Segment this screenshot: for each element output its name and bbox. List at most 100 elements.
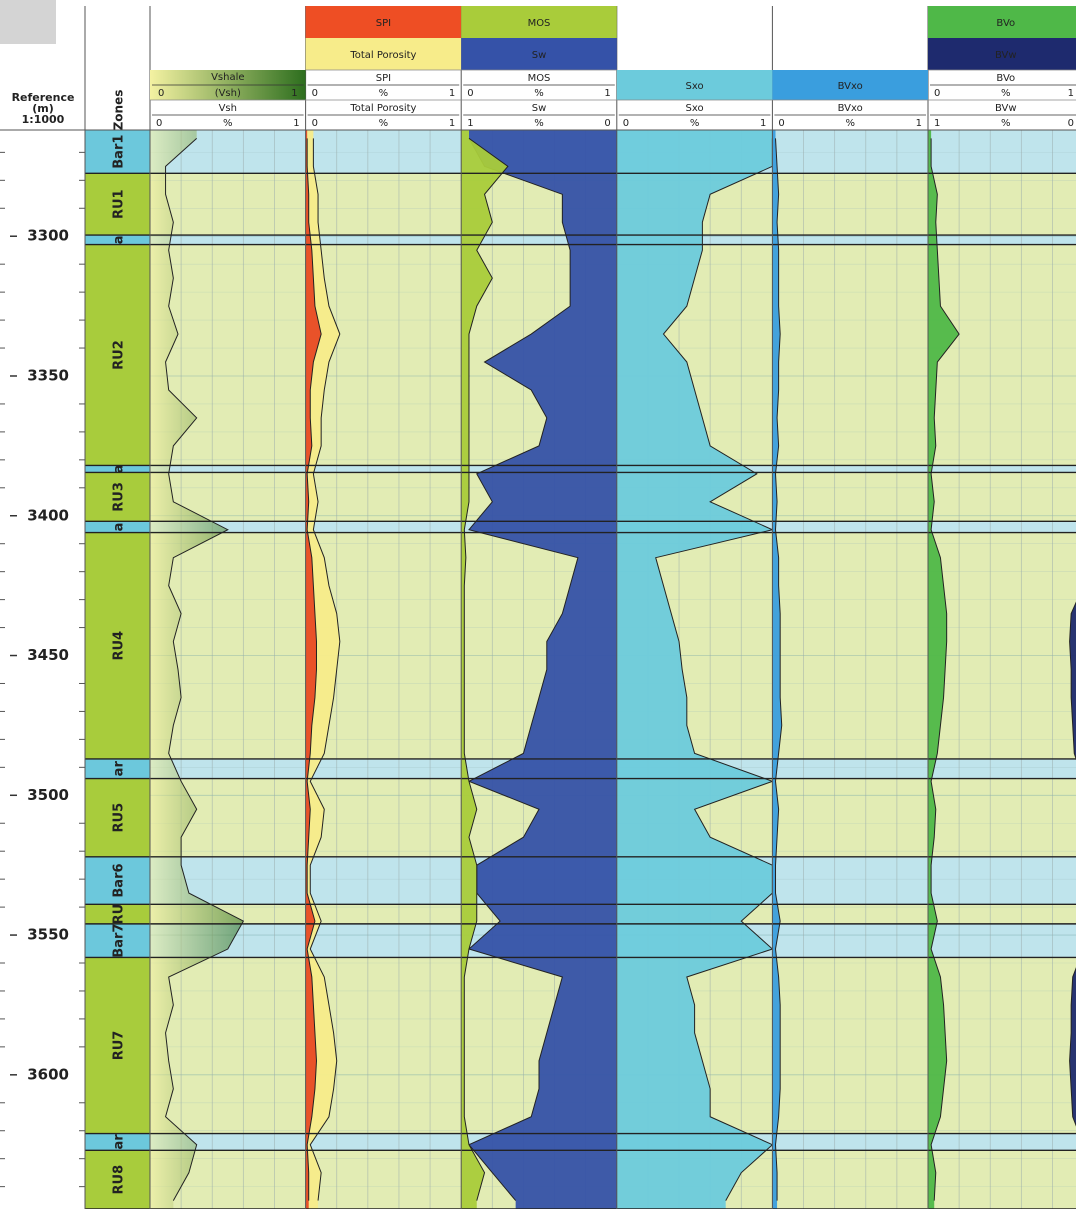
zone-label-clip: RU7	[112, 1031, 127, 1061]
curve-fill	[305, 130, 340, 1209]
zone-cell	[85, 235, 150, 245]
scale-left: 0	[467, 88, 473, 99]
zone-cell	[85, 521, 150, 533]
zone-cell	[85, 1150, 150, 1209]
legend-box	[928, 38, 1076, 70]
curve-line	[309, 138, 341, 1201]
corner-box	[0, 0, 56, 44]
zone-label: RU8	[112, 1165, 127, 1195]
zone-label: RU7	[112, 1031, 127, 1061]
zone-label-clip: Bar6	[112, 863, 127, 897]
scale-right: 1	[760, 118, 766, 129]
zone-label-clip: a	[112, 235, 127, 244]
zone-label: ar	[112, 1134, 127, 1150]
zone-label: RU3	[112, 482, 127, 512]
scale-name: Sxo	[686, 103, 704, 114]
legend-box	[928, 6, 1076, 38]
zone-cell	[85, 856, 150, 905]
depth-label: 3600	[27, 1065, 69, 1083]
scale-unit: %	[1001, 88, 1011, 99]
scale-name: BVo	[996, 73, 1015, 84]
zone-label-clip: Bar7	[112, 924, 127, 958]
legend-scale: (Vsh)	[215, 88, 241, 99]
zone-label: a	[112, 235, 127, 244]
zone-cell	[85, 173, 150, 236]
curve-fill	[772, 130, 782, 1209]
scale-unit: %	[1001, 118, 1011, 129]
zone-label-clip: RU8	[112, 1165, 127, 1195]
scale-left: 0	[312, 88, 318, 99]
zone-label: Bar7	[112, 924, 127, 958]
zone-label-clip: Bar1	[112, 135, 127, 169]
zone-label-clip: RU	[112, 904, 127, 925]
zone-label-clip: ar	[112, 761, 127, 777]
legend-label: SPI	[376, 18, 391, 29]
zone-cell	[85, 923, 150, 958]
zone-cell	[85, 957, 150, 1134]
scale-unit: %	[690, 118, 700, 129]
scale-unit: %	[534, 88, 544, 99]
zone-label-clip: RU4	[112, 631, 127, 661]
legend-label: Vshale	[211, 72, 244, 83]
scale-left: 0	[934, 88, 940, 99]
scale-left: 1	[934, 118, 940, 129]
scale-unit: %	[379, 118, 389, 129]
legend-box	[461, 6, 617, 38]
legend-label: BVo	[996, 18, 1015, 29]
zone-label: a	[112, 465, 127, 474]
curve-line	[164, 138, 245, 1201]
legend-box	[616, 70, 773, 100]
zone-label-clip: RU3	[112, 482, 127, 512]
zone-cell	[85, 465, 150, 473]
depth-label: 3350	[27, 366, 69, 384]
scale-name: Total Porosity	[349, 103, 416, 114]
legend-scale: 0	[158, 88, 164, 99]
zone-cell	[85, 130, 150, 174]
zone-label-clip: RU2	[112, 340, 127, 370]
zone-label-clip: a	[112, 465, 127, 474]
legend-label: MOS	[528, 18, 551, 29]
curve-fill	[1069, 602, 1076, 1126]
scale-name: SPI	[376, 73, 391, 84]
scale-left: 0	[778, 118, 784, 129]
zone-cell	[85, 778, 150, 857]
curve-line	[775, 138, 783, 1201]
scale-unit: %	[845, 118, 855, 129]
curve-line	[467, 138, 579, 1201]
scale-name: Vsh	[219, 103, 237, 114]
zone-label: Bar1	[112, 135, 127, 169]
zone-label: RU	[112, 904, 127, 925]
scale-right: 1	[1068, 88, 1074, 99]
scale-right: 1	[604, 88, 610, 99]
scale-right: 0	[1068, 118, 1074, 129]
scale-name: Sw	[532, 103, 547, 114]
legend-box	[305, 38, 462, 70]
scale-left: 1	[467, 118, 473, 129]
depth-label: 3300	[27, 227, 69, 245]
zone-label: Bar6	[112, 863, 127, 897]
depth-label: 3550	[27, 926, 69, 944]
curve-line	[655, 138, 774, 1201]
curve-line	[463, 137, 509, 1201]
zone-label-clip: ar	[112, 1134, 127, 1150]
zone-cell	[85, 472, 150, 522]
curve-line	[1069, 601, 1076, 1127]
curve-line	[306, 138, 322, 1201]
scale-right: 1	[449, 118, 455, 129]
legend-scale: 1	[291, 88, 297, 99]
curve-fill	[928, 130, 960, 1209]
scale-name: MOS	[528, 73, 551, 84]
depth-header: 1:1000	[22, 113, 65, 126]
curve-fill	[616, 130, 773, 1209]
zone-cell	[85, 904, 150, 924]
curve-fill	[468, 130, 617, 1209]
curve-fill	[150, 130, 244, 1209]
scale-unit: %	[379, 88, 389, 99]
zone-cell	[85, 532, 150, 759]
curve-line	[930, 138, 960, 1201]
zone-cell	[85, 758, 150, 779]
zone-label: RU1	[112, 189, 127, 219]
scale-name: BVw	[995, 103, 1017, 114]
zone-label-clip: a	[112, 523, 127, 532]
